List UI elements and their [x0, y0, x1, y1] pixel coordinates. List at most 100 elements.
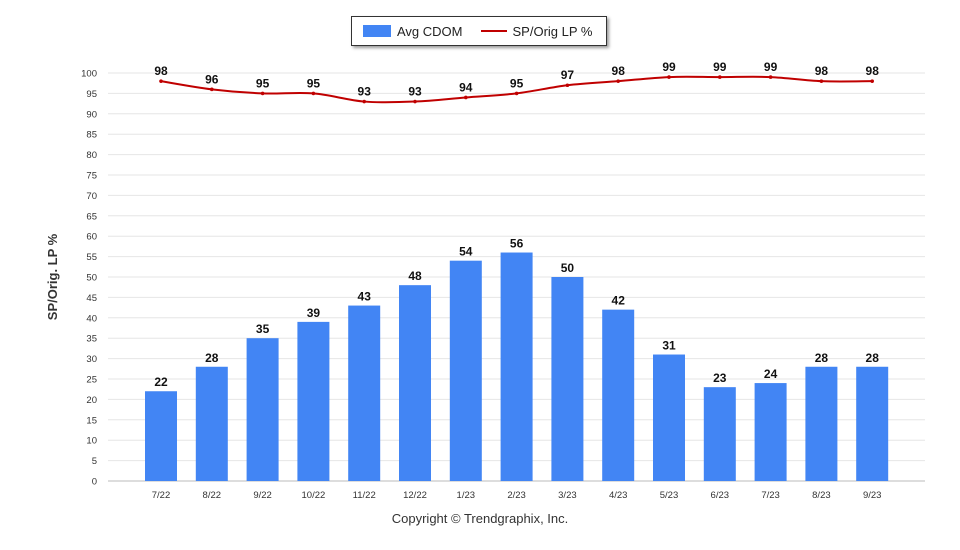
y-tick-label: 15	[86, 415, 97, 426]
bar	[856, 366, 889, 481]
bar-value-label: 31	[662, 339, 676, 353]
y-tick-label: 10	[86, 436, 97, 447]
bar	[602, 309, 635, 481]
x-tick-label: 8/23	[812, 490, 831, 501]
x-tick-label: 1/23	[457, 490, 476, 501]
bar	[449, 260, 482, 481]
bar	[246, 338, 279, 481]
line-point	[413, 99, 417, 104]
x-tick-label: 9/23	[863, 490, 882, 501]
bar	[145, 391, 177, 481]
line-value-label: 93	[358, 85, 372, 99]
legend-item-avg-cdom: Avg CDOM	[352, 24, 463, 39]
x-tick-label: 5/23	[660, 490, 679, 501]
line-value-label: 99	[764, 60, 778, 74]
legend: Avg CDOM SP/Orig LP %	[351, 16, 607, 46]
y-tick-label: 85	[86, 130, 97, 141]
y-tick-label: 65	[86, 211, 97, 222]
y-tick-label: 5	[92, 456, 97, 467]
line-value-label: 98	[154, 64, 168, 78]
line-point	[311, 91, 316, 96]
y-tick-label: 20	[86, 395, 97, 406]
bar	[348, 305, 381, 481]
line-value-label: 95	[510, 76, 524, 90]
bar-value-label: 35	[256, 322, 270, 336]
y-tick-label: 35	[86, 334, 97, 345]
y-tick-label: 30	[86, 354, 97, 365]
y-tick-label: 50	[86, 273, 97, 284]
y-tick-label: 40	[86, 313, 97, 324]
line-point	[616, 79, 620, 83]
x-tick-label: 4/23	[609, 490, 628, 501]
y-tick-label: 70	[86, 191, 97, 202]
bar	[399, 285, 431, 481]
line-point	[718, 75, 722, 79]
line-value-label: 98	[866, 64, 880, 78]
line-point	[260, 91, 265, 96]
bar	[500, 252, 533, 481]
line-point	[768, 75, 773, 79]
y-axis-title: SP/Orig. LP %	[45, 233, 60, 320]
legend-label-sp-orig-lp: SP/Orig LP %	[512, 23, 593, 39]
line-point	[464, 95, 468, 100]
line-value-label: 93	[408, 85, 422, 99]
bar-value-label: 23	[713, 371, 727, 385]
bar-value-label: 28	[866, 351, 880, 365]
line-point	[514, 91, 519, 96]
x-tick-label: 3/23	[558, 490, 577, 501]
y-tick-label: 80	[86, 150, 97, 161]
line-value-label: 95	[307, 76, 321, 90]
x-tick-label: 8/22	[203, 490, 222, 501]
line-point	[210, 87, 214, 92]
y-tick-label: 45	[86, 293, 97, 304]
line-point	[159, 79, 163, 83]
bar	[653, 354, 685, 481]
line-value-label: 94	[459, 80, 473, 94]
y-tick-label: 95	[86, 89, 97, 100]
y-tick-label: 100	[81, 69, 97, 80]
line-value-label: 98	[815, 64, 829, 78]
line-value-label: 95	[256, 76, 270, 90]
x-tick-label: 12/22	[403, 490, 427, 501]
x-tick-label: 7/23	[761, 490, 780, 501]
line-value-label: 99	[713, 60, 727, 74]
bar-value-label: 43	[358, 290, 372, 304]
bar-value-label: 50	[561, 261, 575, 275]
bar-value-label: 39	[307, 306, 321, 320]
line-point	[565, 83, 570, 88]
y-tick-label: 25	[86, 375, 97, 386]
y-tick-label: 55	[86, 252, 97, 263]
line-value-label: 96	[205, 72, 219, 86]
legend-swatch-line	[480, 30, 507, 32]
bar-value-label: 42	[612, 294, 626, 308]
legend-swatch-bar	[363, 25, 391, 37]
line-value-label: 98	[612, 64, 626, 78]
bar	[195, 366, 228, 481]
y-tick-label: 90	[86, 109, 97, 120]
x-tick-label: 7/22	[152, 490, 171, 501]
y-tick-label: 75	[86, 171, 97, 182]
bar-value-label: 24	[764, 367, 778, 381]
copyright: Copyright © Trendgraphix, Inc.	[391, 511, 569, 526]
x-tick-label: 2/23	[507, 490, 526, 501]
line-value-label: 97	[561, 68, 575, 82]
bar-value-label: 54	[459, 245, 473, 259]
line-point	[819, 79, 824, 83]
bar	[805, 366, 838, 481]
x-tick-label: 10/22	[302, 490, 326, 501]
bar	[297, 321, 330, 481]
legend-item-sp-orig-lp: SP/Orig LP %	[463, 23, 593, 39]
bar	[754, 383, 787, 481]
line-point	[667, 75, 671, 79]
bar-value-label: 48	[408, 269, 422, 283]
y-tick-label: 60	[86, 232, 97, 243]
bar	[703, 387, 736, 481]
x-tick-label: 6/23	[711, 490, 730, 501]
x-tick-label: 9/22	[253, 490, 272, 501]
bar-value-label: 28	[815, 351, 829, 365]
y-tick-label: 0	[92, 477, 97, 488]
line-value-label: 99	[662, 60, 676, 74]
line-point	[870, 79, 874, 83]
x-tick-label: 11/22	[353, 490, 376, 501]
